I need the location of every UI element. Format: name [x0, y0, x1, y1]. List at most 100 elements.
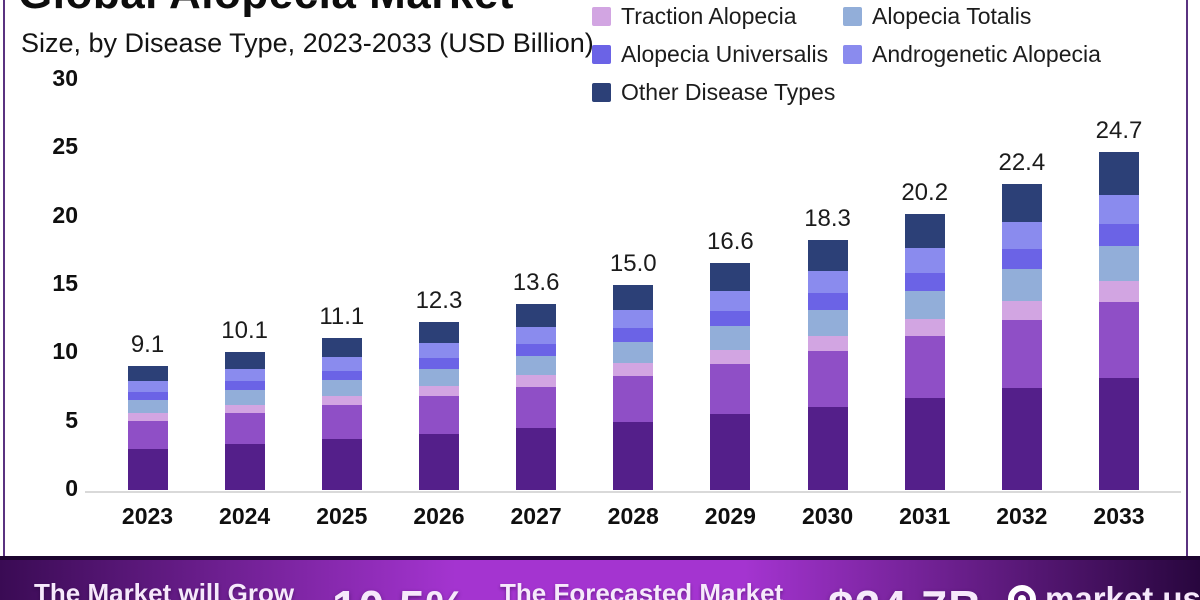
legend-label: Alopecia Totalis — [872, 3, 1032, 29]
bar-segment — [516, 428, 557, 490]
bar-value-label: 11.1 — [319, 303, 365, 331]
bar-segment — [321, 396, 362, 406]
bar-2031 — [904, 213, 945, 490]
bar-segment — [321, 357, 362, 371]
legend-label: Traction Alopecia — [621, 3, 797, 29]
x-axis-label: 2024 — [219, 503, 271, 529]
bar-2023 — [127, 365, 168, 490]
legend-label: Other Disease Types — [621, 79, 836, 105]
bar-segment — [710, 311, 751, 327]
bar-segment — [807, 293, 848, 310]
bar-value-label: 9.1 — [130, 330, 165, 358]
bar-segment — [1099, 246, 1139, 282]
x-axis-label: 2026 — [413, 503, 465, 529]
bar-value-label: 20.2 — [901, 178, 949, 206]
x-axis-label: 2023 — [121, 503, 174, 529]
bar-segment — [807, 335, 848, 351]
marketus-logo-icon — [1008, 585, 1036, 600]
bar-segment — [807, 406, 848, 490]
bar-segment — [1099, 194, 1139, 225]
bar-segment — [710, 363, 751, 415]
bar-segment — [321, 439, 362, 490]
bar-segment — [418, 342, 459, 358]
bar-segment — [613, 375, 654, 422]
x-axis-label: 2030 — [801, 503, 854, 529]
bar-value-label: 13.6 — [512, 269, 560, 297]
marketus-logo-text: market us — [1045, 580, 1200, 600]
bar-segment — [613, 328, 654, 342]
bar-segment — [1001, 268, 1042, 301]
bar-value-label: 15.0 — [609, 249, 657, 277]
bar-2024 — [224, 351, 265, 490]
y-axis-label: 0 — [65, 475, 78, 501]
bar-segment — [710, 414, 751, 490]
bar-segment — [224, 381, 265, 391]
bar-segment — [904, 248, 945, 273]
y-axis-label: 5 — [65, 406, 78, 433]
bar-segment — [418, 357, 459, 369]
bar-segment — [710, 291, 751, 312]
bar-segment — [516, 327, 557, 344]
bar-segment — [127, 420, 168, 449]
bar-segment — [904, 336, 945, 398]
marketus-logo: market us — [1008, 580, 1200, 600]
bar-segment — [613, 421, 654, 490]
bar-segment — [904, 319, 945, 337]
x-axis-label: 2032 — [996, 503, 1048, 529]
bar-segment — [1001, 300, 1042, 320]
bar-2026 — [418, 321, 459, 490]
bar-segment — [516, 386, 557, 429]
bar-segment — [516, 375, 557, 387]
legend: Traction Alopecia Alopecia Totalis Alopeci… — [592, 3, 1101, 105]
legend-item-3: Androgenetic Alopecia — [843, 41, 1101, 67]
y-axis-label: 20 — [52, 201, 78, 228]
bar-2027 — [516, 304, 557, 490]
bar-segment — [127, 413, 168, 421]
market-growth-label: The Market will Grow — [34, 578, 295, 600]
bar-segment — [613, 310, 654, 329]
bar-2028 — [613, 284, 654, 490]
forecast-label: The Forecasted Market — [500, 578, 784, 600]
x-axis-line — [85, 491, 1181, 493]
bar-segment — [321, 380, 362, 397]
bar-segment — [710, 262, 751, 292]
bar-segment — [224, 444, 265, 490]
y-axis-label: 25 — [52, 133, 78, 160]
chart-subtitle: Size, by Disease Type, 2023-2033 (USD Bi… — [21, 28, 594, 58]
bar-segment — [613, 341, 654, 364]
bar-2030 — [807, 240, 848, 490]
bar-segment — [1099, 152, 1139, 195]
bar-segment — [1099, 302, 1139, 378]
bar-value-label: 22.4 — [998, 148, 1046, 176]
bar-segment — [613, 363, 654, 376]
bar-2029 — [710, 262, 751, 490]
legend-label: Alopecia Universalis — [621, 41, 829, 67]
legend-swatch-icon — [843, 7, 862, 26]
bar-segment — [321, 338, 362, 358]
legend-swatch-icon — [592, 45, 611, 64]
y-axis-label: 30 — [52, 64, 78, 91]
bar-segment — [710, 326, 751, 350]
bar-segment — [127, 448, 168, 490]
x-axis-label: 2028 — [607, 503, 659, 529]
bar-segment — [321, 370, 362, 381]
x-axis-label: 2031 — [899, 503, 951, 529]
legend-label: Androgenetic Alopecia — [872, 41, 1101, 67]
bar-segment — [710, 349, 751, 364]
bar-segment — [1001, 319, 1042, 389]
bar-segment — [127, 400, 168, 414]
bar-segment — [904, 397, 945, 490]
x-axis-label: 2025 — [316, 503, 368, 529]
bar-segment — [904, 272, 945, 291]
bar-segment — [127, 381, 168, 393]
bar-segment — [224, 404, 265, 414]
bar-segment — [613, 284, 654, 311]
bar-segment — [1099, 377, 1139, 490]
bar-2033 — [1099, 152, 1139, 490]
market-growth-value: 10.5% — [332, 580, 467, 600]
bar-segment — [904, 290, 945, 320]
x-axis-label: 2029 — [704, 503, 756, 529]
bar-value-label: 16.6 — [707, 227, 754, 255]
bar-segment — [418, 396, 459, 434]
